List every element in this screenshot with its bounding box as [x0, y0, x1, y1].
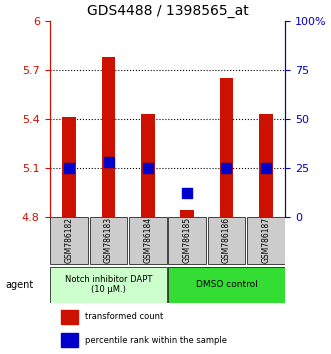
Text: GSM786183: GSM786183	[104, 217, 113, 263]
FancyBboxPatch shape	[129, 217, 167, 264]
FancyBboxPatch shape	[50, 217, 88, 264]
Bar	[180, 210, 194, 217]
Point	[67, 165, 72, 170]
Text: transformed count: transformed count	[85, 313, 163, 321]
Text: percentile rank within the sample: percentile rank within the sample	[85, 336, 227, 345]
Text: GSM786185: GSM786185	[183, 217, 192, 263]
Point	[184, 190, 190, 196]
Title: GDS4488 / 1398565_at: GDS4488 / 1398565_at	[87, 4, 248, 18]
FancyBboxPatch shape	[168, 217, 206, 264]
Bar	[219, 78, 233, 217]
Bar	[141, 114, 155, 217]
Bar	[102, 57, 116, 217]
FancyBboxPatch shape	[50, 267, 167, 303]
Bar	[259, 114, 273, 217]
FancyBboxPatch shape	[168, 267, 285, 303]
Text: Notch inhibitor DAPT
(10 μM.): Notch inhibitor DAPT (10 μM.)	[65, 275, 152, 295]
Point	[106, 159, 111, 165]
Text: GSM786182: GSM786182	[65, 217, 74, 263]
Bar	[61, 310, 78, 324]
FancyBboxPatch shape	[90, 217, 127, 264]
Point	[263, 165, 268, 170]
Point	[145, 165, 151, 170]
Text: GSM786186: GSM786186	[222, 217, 231, 263]
Text: GSM786187: GSM786187	[261, 217, 270, 263]
Text: agent: agent	[6, 280, 34, 290]
Bar	[62, 117, 76, 217]
Text: DMSO control: DMSO control	[196, 280, 258, 289]
FancyBboxPatch shape	[247, 217, 285, 264]
Bar	[61, 333, 78, 348]
FancyBboxPatch shape	[208, 217, 245, 264]
Point	[224, 165, 229, 170]
Text: GSM786184: GSM786184	[143, 217, 152, 263]
